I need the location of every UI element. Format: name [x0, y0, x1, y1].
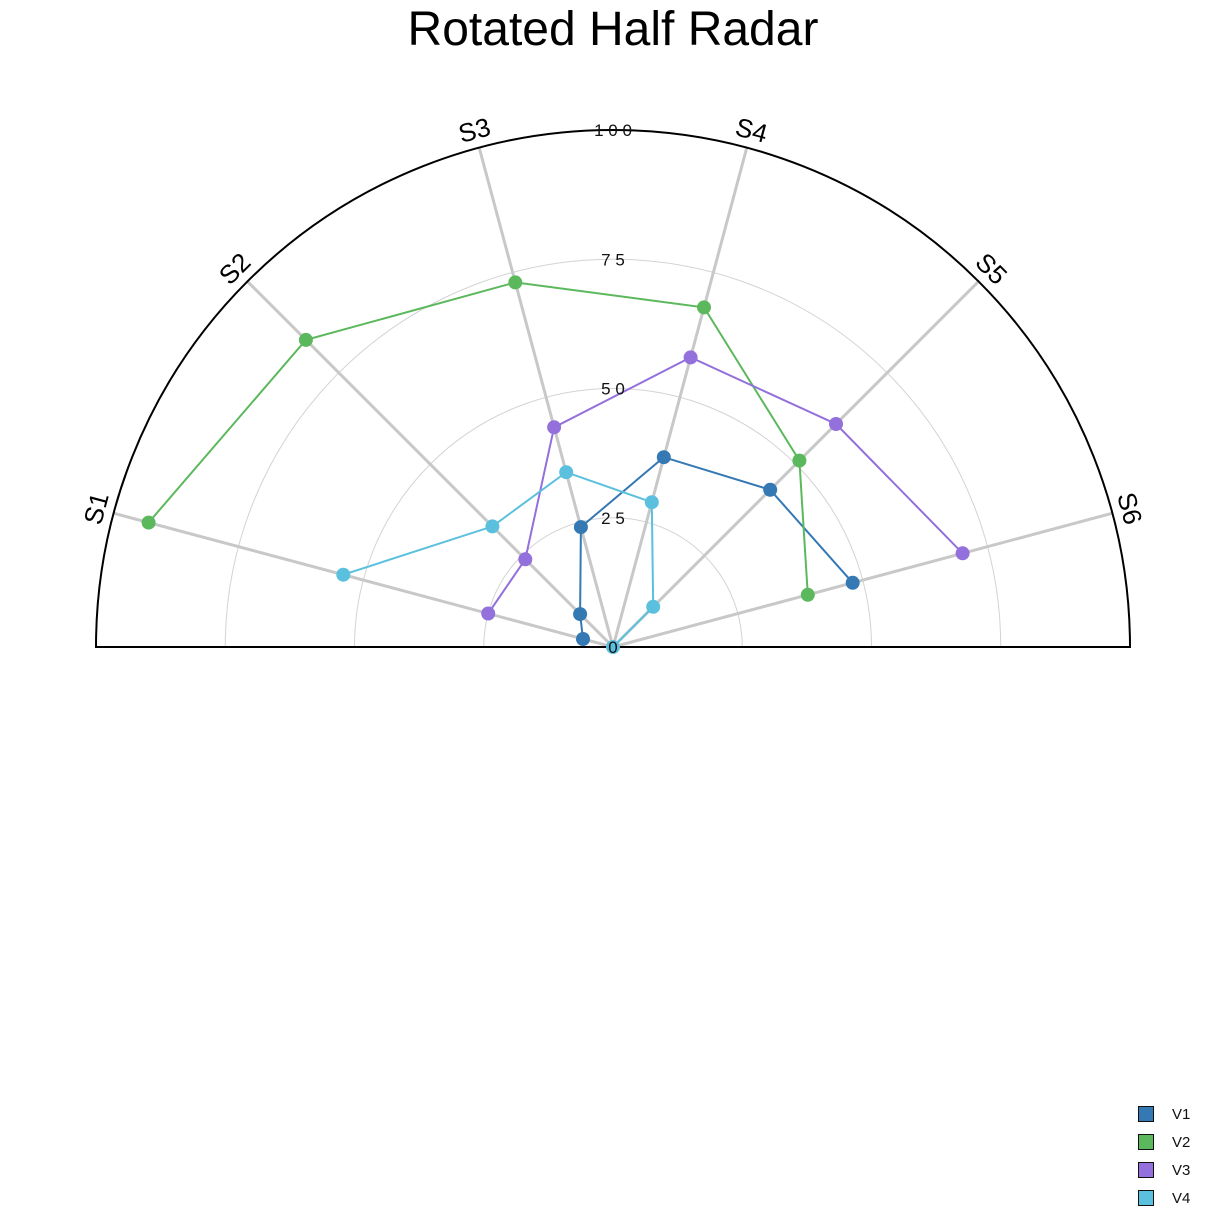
legend-label: V2	[1172, 1133, 1191, 1151]
axis-spoke-s3	[477, 147, 615, 648]
axis-spoke-s1	[113, 511, 614, 649]
data-point-v2-s4	[697, 300, 711, 315]
grid-ring	[224, 258, 1002, 648]
axis-spoke-s4	[611, 147, 749, 648]
data-point-v1-s5	[763, 482, 778, 497]
legend-label: V4	[1172, 1189, 1191, 1207]
radial-tick-label: 7 5	[601, 250, 625, 269]
series-layer	[141, 275, 970, 654]
data-point-v1-s3	[573, 520, 588, 535]
series-line-v4	[342, 471, 655, 648]
data-point-v4-s2	[485, 519, 500, 534]
legend-item-v4: V4	[1138, 1184, 1190, 1212]
series-v2	[141, 275, 815, 602]
legend-label: V1	[1172, 1105, 1191, 1123]
axis-label-s3: S3	[455, 112, 493, 149]
legend: V1 V2 V3 V4	[1138, 1100, 1190, 1212]
legend-item-v2: V2	[1138, 1128, 1190, 1156]
data-point-v4-s3	[559, 465, 574, 480]
data-point-v2-s5	[792, 453, 807, 468]
axis-label-s1: S1	[78, 489, 115, 527]
legend-swatch	[1138, 1134, 1154, 1150]
data-point-v1-s4	[656, 450, 671, 465]
radial-tick-label: 0	[608, 638, 617, 657]
radial-tick-label: 2 5	[601, 509, 625, 528]
legend-item-v3: V3	[1138, 1156, 1190, 1184]
radial-grid	[224, 258, 1002, 648]
data-point-v1-s1	[576, 632, 590, 646]
series-line-v3	[487, 356, 964, 615]
outer-frame-arc	[94, 129, 1132, 648]
data-point-v3-s1	[481, 606, 496, 621]
chart-title: Rotated Half Radar	[407, 3, 819, 56]
legend-swatch	[1138, 1162, 1154, 1178]
data-point-v2-s1	[141, 515, 156, 530]
data-point-v2-s2	[298, 332, 313, 347]
data-point-v4-s1	[336, 567, 351, 582]
data-point-v4-s5	[646, 599, 661, 614]
series-v4	[336, 465, 661, 654]
data-point-v2-s3	[508, 275, 523, 290]
data-point-v3-s6	[955, 546, 970, 561]
data-point-v1-s2	[573, 607, 588, 622]
outer-frame	[94, 129, 1132, 648]
data-point-v3-s3	[547, 420, 562, 435]
axis-label-s4: S4	[732, 112, 770, 149]
radial-tick-labels: 0 2 5 5 0 7 5 1 0 0	[594, 121, 632, 657]
legend-label: V3	[1172, 1161, 1191, 1179]
series-v3	[481, 350, 970, 621]
axis-label-s6: S6	[1111, 489, 1148, 527]
legend-swatch	[1138, 1106, 1154, 1122]
data-point-v1-s6	[845, 575, 860, 590]
radial-tick-label: 1 0 0	[594, 121, 632, 140]
series-line-v2	[147, 281, 809, 595]
data-point-v3-s5	[829, 417, 843, 431]
data-point-v4-s6	[606, 640, 620, 654]
data-point-v4-s4	[644, 495, 659, 510]
data-point-v2-s6	[800, 587, 815, 602]
legend-item-v1: V1	[1138, 1100, 1190, 1128]
axis-spoke-s6	[612, 511, 1113, 649]
legend-swatch	[1138, 1190, 1154, 1206]
data-point-v3-s4	[683, 350, 698, 365]
radial-tick-label: 5 0	[601, 380, 625, 399]
data-point-v3-s2	[518, 552, 533, 567]
grid-ring	[483, 517, 743, 648]
series-v1	[573, 450, 860, 646]
grid-ring	[354, 388, 872, 648]
